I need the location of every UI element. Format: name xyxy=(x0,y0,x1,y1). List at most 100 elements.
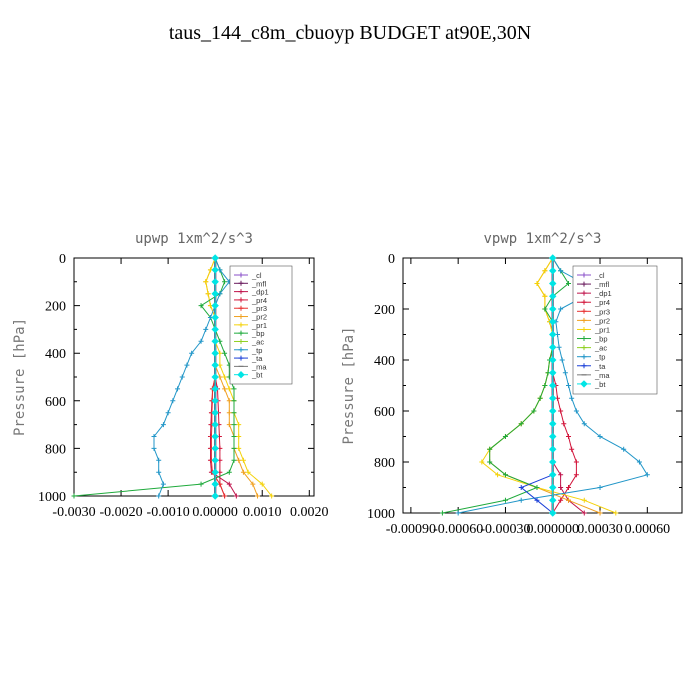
legend-item: _cl xyxy=(234,271,262,280)
data-point xyxy=(573,459,579,465)
legend-marker xyxy=(238,330,244,336)
data-point xyxy=(231,386,237,392)
x-tick-label: -0.0030 xyxy=(52,505,95,520)
legend-marker xyxy=(581,272,587,278)
y-tick-label: 600 xyxy=(374,405,395,420)
data-point xyxy=(542,306,548,312)
data-point xyxy=(165,410,171,416)
data-point xyxy=(573,472,579,478)
legend-marker xyxy=(238,347,244,353)
y-tick-label: 600 xyxy=(45,395,66,410)
legend-item: _dp1 xyxy=(577,289,612,298)
legend-label: _dp1 xyxy=(251,288,269,297)
legend-label: _pr2 xyxy=(594,316,610,325)
data-point xyxy=(255,493,261,499)
data-point xyxy=(231,445,237,451)
data-point xyxy=(245,469,251,475)
legend-item: _ta xyxy=(577,362,606,371)
data-point xyxy=(558,268,564,274)
data-point xyxy=(549,509,557,517)
data-point xyxy=(211,361,219,369)
data-point xyxy=(558,408,564,414)
data-point xyxy=(226,481,232,487)
data-point xyxy=(549,496,557,504)
chart-title: upwp 1xm^2/s^3 xyxy=(135,231,253,247)
data-point xyxy=(226,398,232,404)
data-point xyxy=(189,350,195,356)
data-point xyxy=(502,472,508,478)
data-point xyxy=(198,481,204,487)
legend-label: _tp xyxy=(251,346,262,355)
x-tick-label: -0.00060 xyxy=(433,522,483,537)
y-tick-label: 0 xyxy=(388,252,395,267)
data-point xyxy=(495,472,501,478)
data-point xyxy=(211,468,219,476)
data-point xyxy=(581,510,587,516)
legend-marker xyxy=(238,322,244,328)
data-point xyxy=(71,493,77,499)
legend-label: _ta xyxy=(594,362,606,371)
data-point xyxy=(231,410,237,416)
data-point xyxy=(566,497,572,503)
data-point xyxy=(549,432,557,441)
data-point xyxy=(566,434,572,439)
legend-label: _pr3 xyxy=(594,307,610,316)
data-point xyxy=(621,446,627,452)
data-point xyxy=(211,349,219,357)
data-point xyxy=(549,356,557,364)
data-point xyxy=(184,362,190,368)
legend-item: _ac xyxy=(234,337,264,346)
data-point xyxy=(211,301,219,310)
data-point xyxy=(549,318,557,326)
data-point xyxy=(549,445,557,453)
data-point xyxy=(226,469,232,475)
data-point xyxy=(644,472,650,478)
data-point xyxy=(211,254,219,262)
legend-label: _tp xyxy=(594,353,605,362)
data-point xyxy=(211,408,219,417)
legend-label: _ac xyxy=(251,337,264,346)
legend-item: _ma xyxy=(234,362,267,371)
legend-box xyxy=(572,265,658,395)
data-point xyxy=(156,493,162,499)
legend-item: _ma xyxy=(577,371,610,380)
data-point xyxy=(534,281,540,286)
data-point xyxy=(542,293,548,299)
legend: _cl_mfl_dp1_pr4_pr3_pr2_pr1_bp_ac_tp_ta_… xyxy=(572,265,658,395)
legend-marker xyxy=(581,345,587,351)
data-point xyxy=(636,459,642,465)
y-tick-label: 400 xyxy=(45,347,66,362)
x-tick-label: 0.0020 xyxy=(290,505,329,520)
data-point xyxy=(549,330,557,339)
data-point xyxy=(211,492,219,500)
y-tick-label: 400 xyxy=(374,354,395,369)
data-point xyxy=(566,281,572,286)
data-point xyxy=(613,510,619,516)
data-point xyxy=(211,325,219,334)
legend-item: _pr3 xyxy=(577,307,610,316)
data-point xyxy=(236,422,242,428)
data-point xyxy=(566,485,572,490)
legend-marker xyxy=(581,363,587,369)
data-point xyxy=(170,398,176,404)
data-point xyxy=(561,421,567,427)
data-point xyxy=(549,369,557,377)
data-point xyxy=(222,374,228,380)
data-point xyxy=(211,313,219,322)
data-point xyxy=(198,338,204,344)
data-point xyxy=(203,326,209,332)
data-point xyxy=(211,289,219,298)
legend-marker xyxy=(581,308,587,314)
data-point xyxy=(549,458,557,466)
legend-item: _pr4 xyxy=(234,296,267,305)
legend-label: _ma xyxy=(251,362,267,371)
legend-item: _bp xyxy=(234,329,265,338)
data-point xyxy=(455,510,461,516)
legend-label: _mfl xyxy=(251,279,267,288)
data-point xyxy=(597,434,603,439)
data-point xyxy=(502,497,508,503)
y-axis-label: Pressure [hPa] xyxy=(341,326,357,444)
data-point xyxy=(534,485,540,490)
data-point xyxy=(559,357,565,363)
